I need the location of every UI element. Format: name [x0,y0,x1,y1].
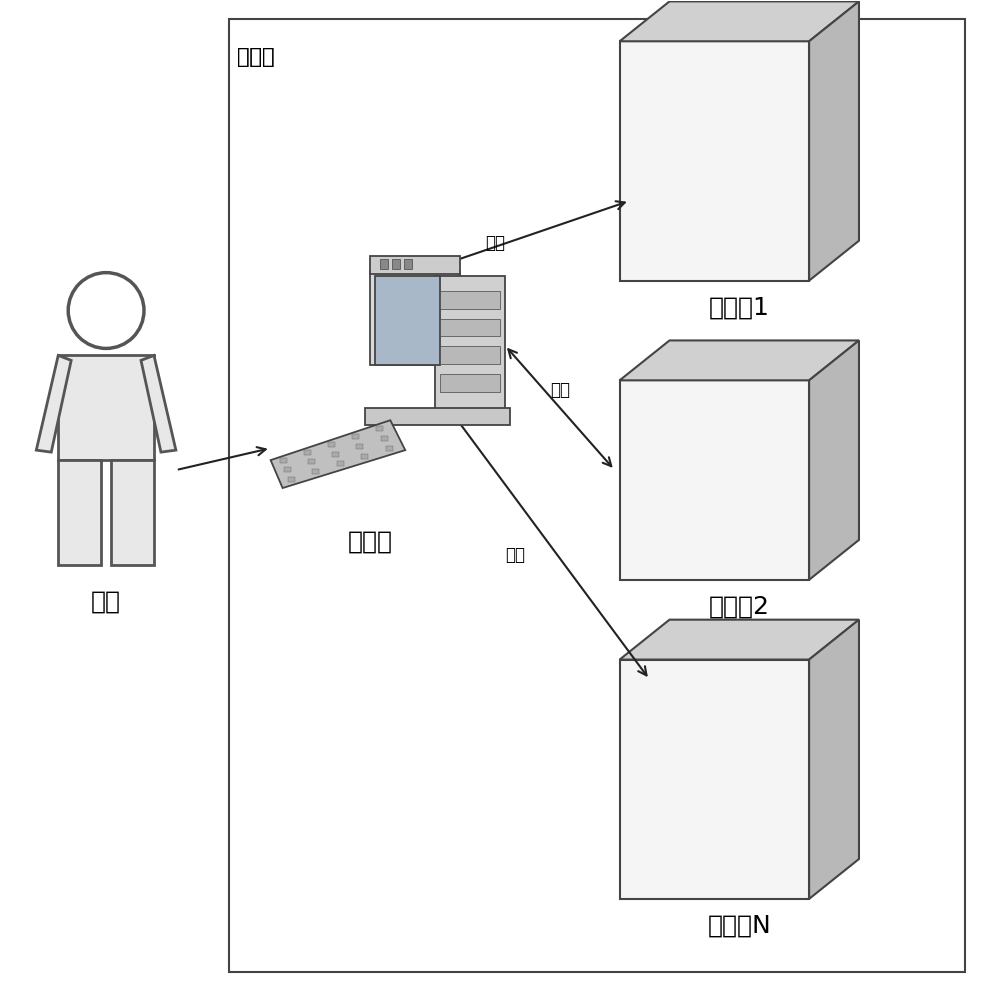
Bar [351,434,358,439]
Bar [381,436,388,441]
Polygon shape [58,355,154,460]
Bar [337,461,344,466]
Bar [404,259,412,269]
Bar [441,346,500,364]
Bar [328,442,335,447]
Polygon shape [620,380,809,580]
Bar [312,469,319,474]
Polygon shape [809,1,859,281]
Text: 局域网: 局域网 [237,47,274,67]
Polygon shape [111,460,154,565]
Bar [361,454,368,459]
Bar [385,446,393,451]
Bar [380,259,388,269]
Bar [308,459,315,464]
Text: 网络: 网络 [549,381,570,399]
Polygon shape [809,620,859,899]
Bar [284,467,291,472]
Text: 网络: 网络 [505,546,525,564]
Bar [229,19,964,972]
Text: 用户: 用户 [91,590,121,614]
Text: 电脑端: 电脑端 [347,530,393,554]
Bar [279,458,287,463]
Polygon shape [620,41,809,281]
Bar [288,477,295,482]
Bar [392,259,400,269]
Bar [356,444,363,449]
Bar [304,450,311,455]
Text: 局域网: 局域网 [237,47,274,67]
Text: 网络: 网络 [485,234,505,252]
Polygon shape [58,460,101,565]
Text: 控制器1: 控制器1 [709,296,770,320]
Bar [441,374,500,392]
Bar [436,276,505,410]
Bar [441,319,500,336]
Polygon shape [620,620,859,660]
Bar [365,408,510,425]
Polygon shape [37,355,71,452]
Polygon shape [141,355,176,452]
Bar [375,276,441,365]
Bar [370,256,460,274]
Text: 控制器N: 控制器N [708,914,771,938]
Polygon shape [620,1,859,41]
Polygon shape [270,420,405,488]
Polygon shape [620,340,859,380]
Bar [441,291,500,309]
Text: 控制器2: 控制器2 [709,595,770,619]
Bar [333,452,340,457]
Polygon shape [620,660,809,899]
Polygon shape [370,271,460,365]
Polygon shape [809,340,859,580]
Bar [376,426,383,431]
